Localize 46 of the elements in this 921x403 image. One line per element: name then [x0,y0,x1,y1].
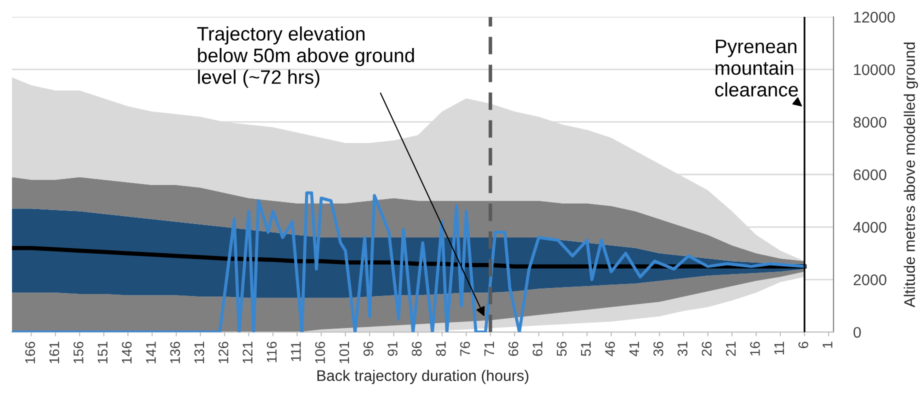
x-tick-label: 136 [170,342,180,364]
x-tick-label: 26 [702,342,712,356]
x-tick-label: 101 [339,342,350,364]
x-tick-label: 66 [508,342,518,356]
x-tick-label: 56 [556,342,567,356]
x-tick-label: 161 [49,342,60,364]
y-tick-label: 8000 [854,116,886,128]
x-tick-label: 51 [581,342,591,356]
x-tick-label: 156 [74,342,84,364]
x-tick-label: 21 [726,342,736,356]
ref-line-label: Pyrenean mountain clearance [715,40,798,97]
y-axis-title: Altitude metres above modelled ground [904,42,918,308]
x-tick-label: 86 [412,342,422,356]
x-tick-label: 111 [291,342,301,362]
y-tick-label: 0 [854,326,861,338]
line-series [12,191,806,332]
x-tick-label: 31 [678,342,688,356]
x-tick-label: 11 [774,342,784,354]
x-tick-label: 16 [750,342,760,356]
y-tick-label: 6000 [854,169,886,180]
x-tick-label: 151 [98,342,108,364]
x-tick-label: 141 [146,342,156,364]
x-tick-label: 166 [25,342,36,364]
x-tick-label: 106 [315,342,325,364]
x-tick-label: 71 [484,342,494,356]
x-tick-label: 61 [532,342,542,356]
x-tick-label: 146 [122,342,132,364]
x-tick-label: 41 [629,342,639,356]
x-tick-label: 6 [798,342,808,348]
x-tick-label: 46 [605,342,615,356]
y-tick-label: 2000 [854,274,886,286]
x-tick-label: 96 [363,342,374,356]
x-tick-label: 116 [266,342,277,362]
x-tick-label: 1 [822,342,832,348]
x-tick-label: 121 [242,342,252,364]
x-axis-title: Back trajectory duration (hours) [317,370,528,384]
y-tick-label: 12000 [854,12,895,23]
x-tick-label: 131 [194,342,204,364]
annotation: Trajectory elevation below 50m above ground level (~72 hrs) [197,26,414,88]
x-tick-label: 81 [436,342,446,356]
x-tick-label: 76 [460,342,470,356]
x-tick-label: 91 [388,342,398,356]
x-tick-label: 36 [653,342,664,356]
x-tick-label: 126 [218,342,228,364]
y-tick-label: 4000 [853,222,886,233]
y-tick-label: 10000 [854,64,895,76]
